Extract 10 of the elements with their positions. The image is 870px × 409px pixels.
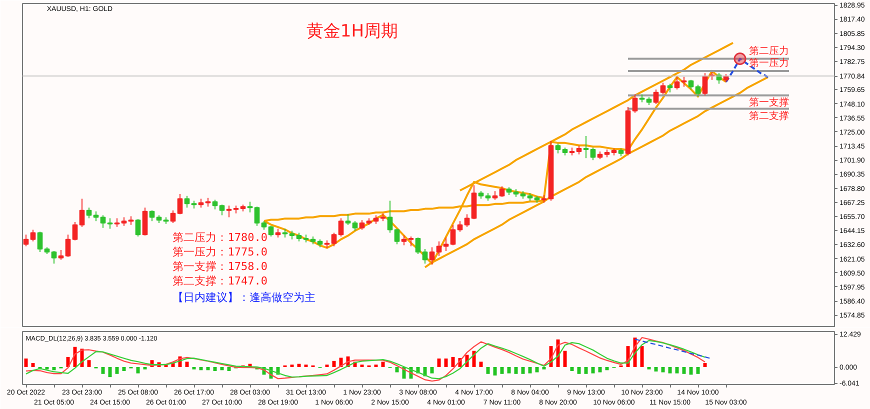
annotation: 第一压力：1775.0 bbox=[172, 246, 268, 259]
annotation: 第一支撑：1758.0 bbox=[172, 260, 268, 274]
annotation: 第二支撑：1747.0 bbox=[172, 274, 268, 288]
series-label: 第一压力 bbox=[749, 56, 789, 69]
series-label: 第二支撑 bbox=[749, 110, 789, 122]
series-label: 第一支撑 bbox=[749, 96, 789, 108]
annotation: 【日内建议】：逢高做空为主 bbox=[172, 291, 316, 304]
annotation: 第二压力：1780.0 bbox=[172, 230, 268, 244]
text: 黄金1H周期 bbox=[306, 22, 398, 42]
series-label: 第二压力 bbox=[749, 44, 789, 57]
